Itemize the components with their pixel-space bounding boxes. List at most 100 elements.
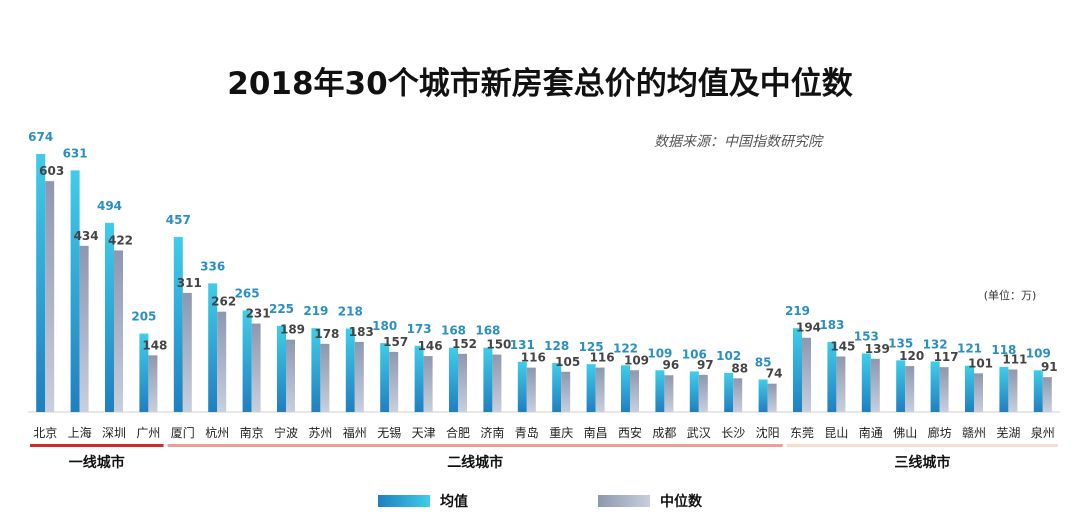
label-median-1: 434 bbox=[74, 229, 99, 243]
bar-median-11 bbox=[423, 356, 433, 412]
category-label-4: 厦门 bbox=[171, 425, 195, 440]
category-label-10: 无锡 bbox=[377, 425, 401, 440]
bar-mean-9 bbox=[345, 328, 355, 412]
category-label-23: 昆山 bbox=[824, 426, 848, 440]
bar-mean-7 bbox=[277, 325, 286, 412]
bar-median-10 bbox=[389, 351, 399, 412]
category-label-27: 赣州 bbox=[962, 426, 986, 440]
source-note: 数据来源：中国指数研究院 bbox=[654, 134, 824, 150]
label-median-4: 311 bbox=[177, 276, 202, 290]
bar-mean-28 bbox=[999, 366, 1009, 412]
label-mean-9: 218 bbox=[338, 305, 363, 319]
bar-median-7 bbox=[286, 339, 295, 412]
bar-mean-26 bbox=[930, 361, 940, 412]
bar-median-12 bbox=[458, 353, 467, 412]
bar-median-25 bbox=[905, 366, 915, 412]
category-label-14: 青岛 bbox=[515, 425, 539, 440]
bar-mean-17 bbox=[621, 365, 630, 412]
category-label-16: 南昌 bbox=[584, 425, 608, 440]
label-mean-23: 183 bbox=[819, 318, 844, 332]
category-label-24: 南通 bbox=[859, 425, 883, 440]
category-label-7: 宁波 bbox=[274, 425, 298, 440]
bar-mean-25 bbox=[896, 360, 906, 412]
label-mean-22: 219 bbox=[785, 304, 810, 318]
bar-mean-27 bbox=[965, 365, 974, 412]
label-mean-8: 219 bbox=[303, 304, 328, 318]
tier-label-0: 一线城市 bbox=[69, 454, 125, 471]
tier-line-1 bbox=[167, 444, 783, 447]
bar-mean-16 bbox=[586, 364, 596, 412]
category-label-8: 苏州 bbox=[308, 426, 332, 440]
category-label-9: 福州 bbox=[343, 425, 367, 440]
bar-mean-0 bbox=[36, 153, 46, 412]
category-label-20: 长沙 bbox=[721, 426, 745, 440]
bar-median-27 bbox=[974, 373, 983, 412]
label-median-0: 603 bbox=[39, 164, 64, 178]
label-mean-15: 128 bbox=[544, 339, 569, 353]
bar-mean-1 bbox=[70, 170, 80, 412]
bar-median-3 bbox=[148, 355, 158, 412]
bar-median-17 bbox=[630, 370, 639, 412]
legend: 均值 中位数 bbox=[378, 493, 703, 510]
bar-mean-12 bbox=[449, 347, 458, 412]
legend-label-mean: 均值 bbox=[440, 493, 468, 510]
label-median-20: 88 bbox=[731, 361, 748, 375]
label-median-6: 231 bbox=[246, 307, 271, 321]
label-mean-19: 106 bbox=[682, 347, 707, 361]
label-median-25: 120 bbox=[899, 349, 924, 363]
label-median-23: 145 bbox=[830, 339, 855, 353]
tier-label-1: 二线城市 bbox=[447, 454, 503, 471]
bar-median-6 bbox=[251, 323, 261, 412]
label-mean-25: 135 bbox=[888, 336, 913, 350]
unit-note: (单位：万) bbox=[984, 288, 1037, 302]
category-label-1: 上海 bbox=[68, 425, 92, 440]
bar-median-26 bbox=[939, 367, 949, 412]
bar-median-1 bbox=[79, 245, 89, 412]
label-mean-13: 168 bbox=[475, 324, 500, 338]
category-label-28: 芜湖 bbox=[996, 425, 1020, 440]
label-median-13: 150 bbox=[486, 338, 511, 352]
category-label-12: 合肥 bbox=[446, 425, 470, 440]
category-label-19: 武汉 bbox=[687, 426, 711, 440]
category-label-6: 南京 bbox=[240, 425, 264, 440]
bar-median-23 bbox=[836, 356, 846, 412]
bar-median-2 bbox=[114, 250, 123, 412]
label-mean-26: 132 bbox=[923, 337, 948, 351]
bar-median-16 bbox=[595, 367, 605, 412]
label-mean-17: 122 bbox=[613, 341, 638, 355]
bar-mean-23 bbox=[827, 341, 837, 412]
label-median-22: 194 bbox=[796, 321, 821, 335]
label-median-28: 111 bbox=[1002, 353, 1027, 367]
bar-mean-19 bbox=[689, 371, 699, 412]
bar-mean-18 bbox=[655, 370, 665, 412]
label-median-5: 262 bbox=[211, 295, 236, 309]
label-mean-21: 85 bbox=[755, 355, 772, 369]
label-mean-16: 125 bbox=[579, 340, 604, 354]
bar-median-20 bbox=[733, 378, 743, 412]
label-mean-6: 265 bbox=[235, 287, 260, 301]
bar-median-29 bbox=[1042, 377, 1052, 412]
category-label-17: 西安 bbox=[618, 425, 642, 440]
category-label-2: 深圳 bbox=[102, 426, 126, 440]
bar-mean-11 bbox=[414, 345, 424, 412]
label-median-2: 422 bbox=[108, 233, 133, 247]
category-label-5: 杭州 bbox=[205, 425, 229, 440]
label-median-7: 189 bbox=[280, 323, 305, 337]
label-median-21: 74 bbox=[766, 367, 783, 381]
bar-mean-4 bbox=[173, 237, 183, 412]
bar-median-0 bbox=[45, 181, 55, 412]
bar-median-28 bbox=[1008, 369, 1018, 412]
label-median-3: 148 bbox=[142, 338, 167, 352]
bar-mean-2 bbox=[105, 222, 114, 412]
label-mean-14: 131 bbox=[510, 338, 535, 352]
label-median-29: 91 bbox=[1041, 360, 1058, 374]
label-mean-20: 102 bbox=[716, 349, 741, 363]
label-mean-2: 494 bbox=[97, 199, 122, 213]
bar-median-8 bbox=[320, 343, 330, 412]
bar-mean-3 bbox=[139, 333, 149, 412]
label-mean-12: 168 bbox=[441, 324, 466, 338]
label-mean-1: 631 bbox=[63, 146, 88, 160]
bar-median-24 bbox=[870, 358, 880, 412]
